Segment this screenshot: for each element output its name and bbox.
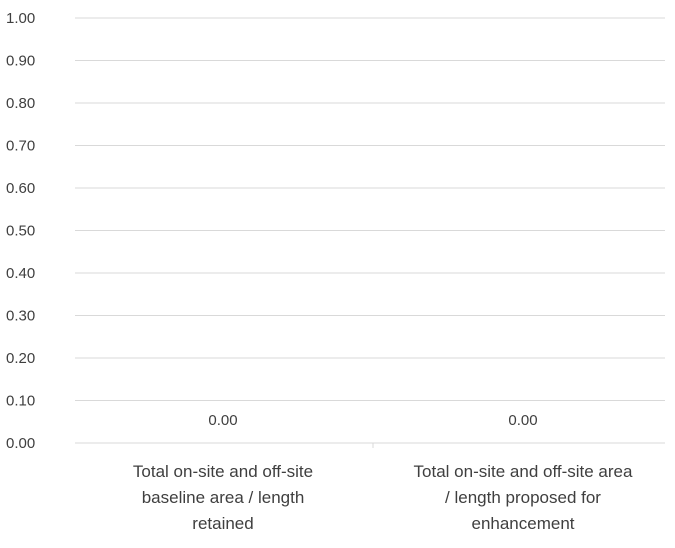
y-tick-label: 1.00: [6, 10, 35, 27]
x-axis-category-labels: Total on-site and off-site baseline area …: [133, 462, 633, 533]
y-tick-label: 0.70: [6, 138, 35, 155]
y-tick-label: 0.00: [6, 435, 35, 452]
y-tick-label: 0.40: [6, 265, 35, 282]
y-tick-label: 0.60: [6, 180, 35, 197]
category-label-0: Total on-site and off-site baseline area …: [133, 462, 313, 533]
data-label-1: 0.00: [508, 412, 537, 429]
y-tick-label: 0.10: [6, 393, 35, 410]
y-tick-label: 0.20: [6, 350, 35, 367]
x-axis: [75, 442, 665, 448]
y-tick-label: 0.90: [6, 53, 35, 70]
category-label-1: Total on-site and off-site area / length …: [414, 462, 633, 533]
gridlines: [75, 17, 665, 401]
data-label-0: 0.00: [208, 412, 237, 429]
data-labels: 0.00 0.00: [208, 412, 537, 429]
y-tick-label: 0.50: [6, 223, 35, 240]
y-axis-tick-labels: 0.00 0.10 0.20 0.30 0.40 0.50 0.60 0.70 0.80 0.90…: [6, 10, 35, 452]
y-tick-label: 0.30: [6, 308, 35, 325]
y-tick-label: 0.80: [6, 95, 35, 112]
